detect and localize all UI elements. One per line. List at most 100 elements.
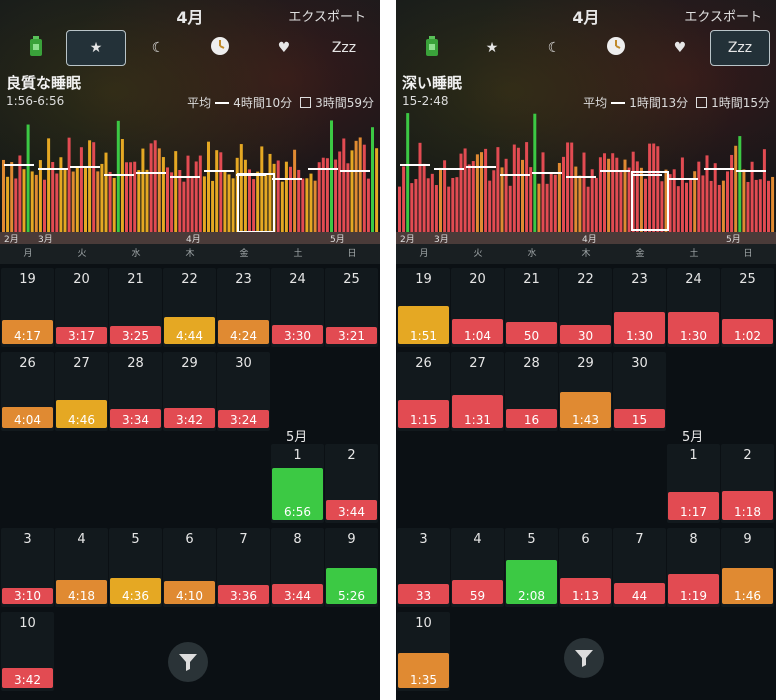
history-bar-chart[interactable]: [0, 108, 380, 242]
calendar-day[interactable]: 25 3:21: [325, 268, 378, 347]
day-value-bar: 44: [614, 583, 665, 604]
calendar-day[interactable]: 8 1:19: [667, 528, 720, 607]
calendar-day[interactable]: 5 2:08: [505, 528, 558, 607]
calendar-day[interactable]: 4 59: [451, 528, 504, 607]
calendar-day[interactable]: 1 1:17: [667, 444, 720, 523]
calendar-day[interactable]: 2 3:44: [325, 444, 378, 523]
history-bar: [525, 142, 529, 232]
calendar-day[interactable]: 28 3:34: [109, 352, 162, 431]
tab-moon[interactable]: ☾: [524, 30, 584, 66]
history-bar: [338, 151, 342, 232]
history-bar: [430, 173, 434, 232]
history-bar: [84, 166, 87, 232]
calendar-day[interactable]: 21 50: [505, 268, 558, 347]
tab-moon[interactable]: ☾: [128, 30, 188, 66]
weekday-header: [396, 244, 776, 264]
day-value-bar: 4:46: [56, 400, 107, 428]
calendar-day[interactable]: 29 3:42: [163, 352, 216, 431]
export-button[interactable]: エクスポート: [684, 10, 762, 25]
calendar-day[interactable]: 5 4:36: [109, 528, 162, 607]
calendar-day[interactable]: 10 3:42: [1, 612, 54, 691]
history-bar: [178, 169, 182, 232]
tab-star[interactable]: ★: [462, 30, 522, 66]
calendar-day[interactable]: 7 3:36: [217, 528, 270, 607]
zzz-icon: Zzz: [727, 40, 753, 56]
history-bar: [346, 163, 350, 232]
calendar-day[interactable]: 23 4:24: [217, 268, 270, 347]
history-bar: [239, 144, 243, 232]
day-value-bar: 4:17: [2, 320, 53, 344]
history-bar: [313, 180, 317, 232]
calendar-day[interactable]: 3 33: [397, 528, 450, 607]
alt-checkbox[interactable]: [300, 97, 312, 108]
filter-button[interactable]: [564, 638, 604, 678]
calendar-day[interactable]: 9 5:26: [325, 528, 378, 607]
day-number: 29: [577, 356, 594, 371]
export-button[interactable]: エクスポート: [288, 10, 366, 25]
day-number: 21: [127, 272, 144, 287]
history-bar: [475, 154, 479, 232]
calendar-day[interactable]: 19 1:51: [397, 268, 450, 347]
tab-star[interactable]: ★: [66, 30, 126, 66]
history-bar: [590, 169, 594, 232]
history-bar: [22, 169, 26, 232]
selected-week-highlight[interactable]: [631, 171, 669, 231]
calendar-day[interactable]: 30 15: [613, 352, 666, 431]
history-bar: [398, 186, 401, 232]
history-bar-chart[interactable]: [396, 108, 776, 242]
calendar-day[interactable]: 25 1:02: [721, 268, 774, 347]
history-bar: [190, 177, 194, 232]
day-number: 22: [181, 272, 198, 287]
calendar-day[interactable]: 28 16: [505, 352, 558, 431]
history-bar: [202, 176, 206, 232]
weekday-label: 木: [581, 249, 591, 259]
tab-clock[interactable]: [586, 30, 646, 66]
calendar-day[interactable]: 22 4:44: [163, 268, 216, 347]
calendar-day[interactable]: 20 3:17: [55, 268, 108, 347]
history-bar: [153, 140, 157, 232]
alt-checkbox[interactable]: [696, 97, 708, 108]
history-bar: [55, 173, 59, 232]
calendar-day[interactable]: 10 1:35: [397, 612, 450, 691]
calendar-day[interactable]: 24 1:30: [667, 268, 720, 347]
month-title: 4月: [572, 8, 600, 27]
day-value-bar: 6:56: [272, 468, 323, 520]
tab-battery[interactable]: [402, 30, 462, 66]
calendar-day[interactable]: 24 3:30: [271, 268, 324, 347]
average-label: 平均: [187, 96, 212, 110]
calendar-day[interactable]: 9 1:46: [721, 528, 774, 607]
tab-heart[interactable]: ♥: [650, 30, 710, 66]
history-bar: [549, 172, 553, 232]
filter-button[interactable]: [168, 642, 208, 682]
day-value-bar: 4:10: [164, 581, 215, 604]
calendar-day[interactable]: 4 4:18: [55, 528, 108, 607]
tab-heart[interactable]: ♥: [254, 30, 314, 66]
calendar-day[interactable]: 30 3:24: [217, 352, 270, 431]
calendar-day[interactable]: 23 1:30: [613, 268, 666, 347]
calendar-day[interactable]: 8 3:44: [271, 528, 324, 607]
calendar-day[interactable]: 19 4:17: [1, 268, 54, 347]
calendar-day[interactable]: 26 1:15: [397, 352, 450, 431]
tab-zzz[interactable]: Zzz: [710, 30, 770, 66]
calendar-day[interactable]: 3 3:10: [1, 528, 54, 607]
history-bar: [717, 184, 721, 232]
calendar-day[interactable]: 27 4:46: [55, 352, 108, 431]
calendar-day[interactable]: 22 30: [559, 268, 612, 347]
calendar-day[interactable]: 20 1:04: [451, 268, 504, 347]
history-bar: [754, 179, 758, 232]
tab-battery[interactable]: [6, 30, 66, 66]
history-bar: [734, 145, 738, 232]
tab-clock[interactable]: [190, 30, 250, 66]
calendar-day[interactable]: 1 6:56: [271, 444, 324, 523]
calendar-day[interactable]: 6 1:13: [559, 528, 612, 607]
calendar-day[interactable]: 26 4:04: [1, 352, 54, 431]
calendar-day[interactable]: 27 1:31: [451, 352, 504, 431]
tab-zzz[interactable]: Zzz: [314, 30, 374, 66]
day-number: 27: [73, 356, 90, 371]
calendar-day[interactable]: 7 44: [613, 528, 666, 607]
calendar-day[interactable]: 2 1:18: [721, 444, 774, 523]
calendar-day[interactable]: 6 4:10: [163, 528, 216, 607]
calendar-day[interactable]: 29 1:43: [559, 352, 612, 431]
history-bar: [309, 173, 313, 232]
calendar-day[interactable]: 21 3:25: [109, 268, 162, 347]
